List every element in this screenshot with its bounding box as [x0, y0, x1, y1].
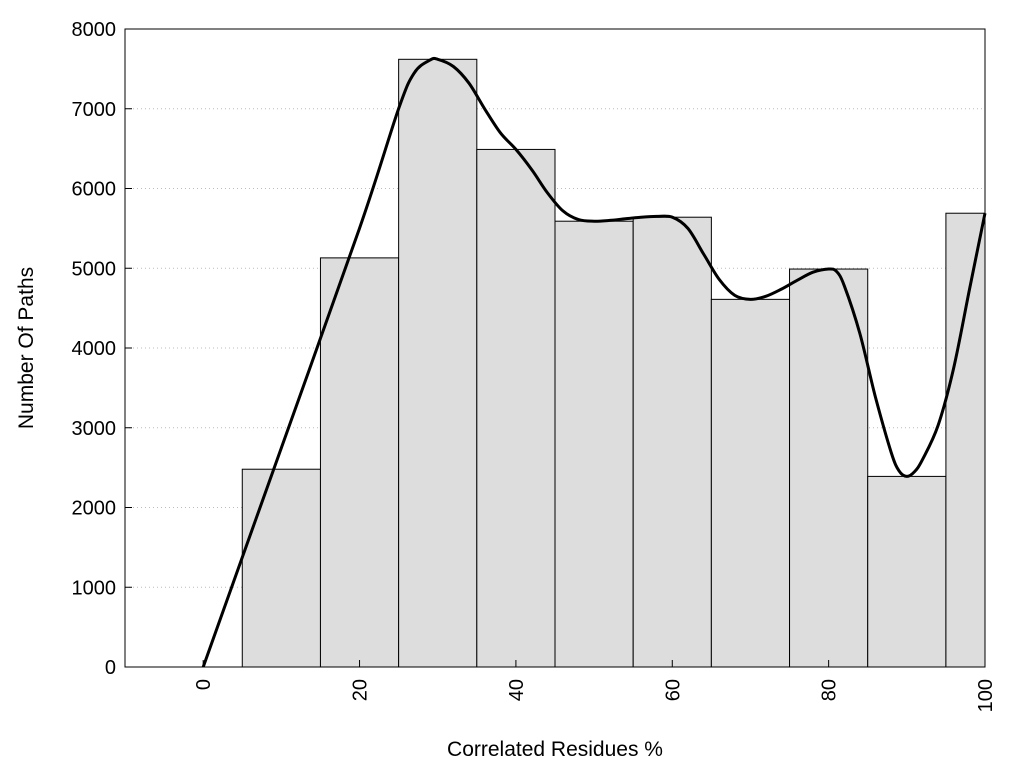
histogram-bar — [476, 148, 556, 668]
smoothed-series-line — [201, 56, 987, 668]
x-tick-label: 80 — [819, 679, 841, 701]
y-tick-label: 6000 — [72, 179, 117, 201]
histogram-bar — [241, 468, 321, 668]
y-tick-label: 4000 — [72, 338, 117, 360]
y-tick-label: 3000 — [72, 418, 117, 440]
x-tick-label: 0 — [193, 679, 215, 690]
histogram-bar — [789, 268, 869, 668]
histogram-bars — [241, 58, 986, 668]
histogram-bar — [554, 220, 634, 668]
histogram-bar — [398, 58, 478, 668]
y-tick-label: 5000 — [72, 258, 117, 280]
y-tick-label: 0 — [105, 657, 116, 679]
x-tick-label: 20 — [350, 679, 372, 701]
x-tick-label: 100 — [975, 679, 997, 712]
histogram-bar — [710, 298, 791, 668]
y-tick-label: 8000 — [72, 19, 117, 41]
y-tick-label: 7000 — [72, 99, 117, 121]
x-tick-label: 40 — [506, 679, 528, 701]
x-axis-title: Correlated Residues % — [447, 738, 663, 761]
y-axis-title: Number Of Paths — [15, 267, 38, 429]
x-tick-label: 60 — [662, 679, 684, 701]
histogram-bar — [945, 212, 986, 668]
y-tick-label: 1000 — [72, 577, 117, 599]
smoothed-line — [201, 56, 987, 668]
y-tick-label: 2000 — [72, 498, 117, 520]
histogram-bar — [867, 475, 947, 668]
histogram-bar — [319, 257, 400, 668]
histogram-bar — [632, 216, 712, 668]
axis-ticks: 0 1000 2000 3000 4000 5000 6000 7000 8000 0 20 40 60… — [72, 19, 998, 712]
